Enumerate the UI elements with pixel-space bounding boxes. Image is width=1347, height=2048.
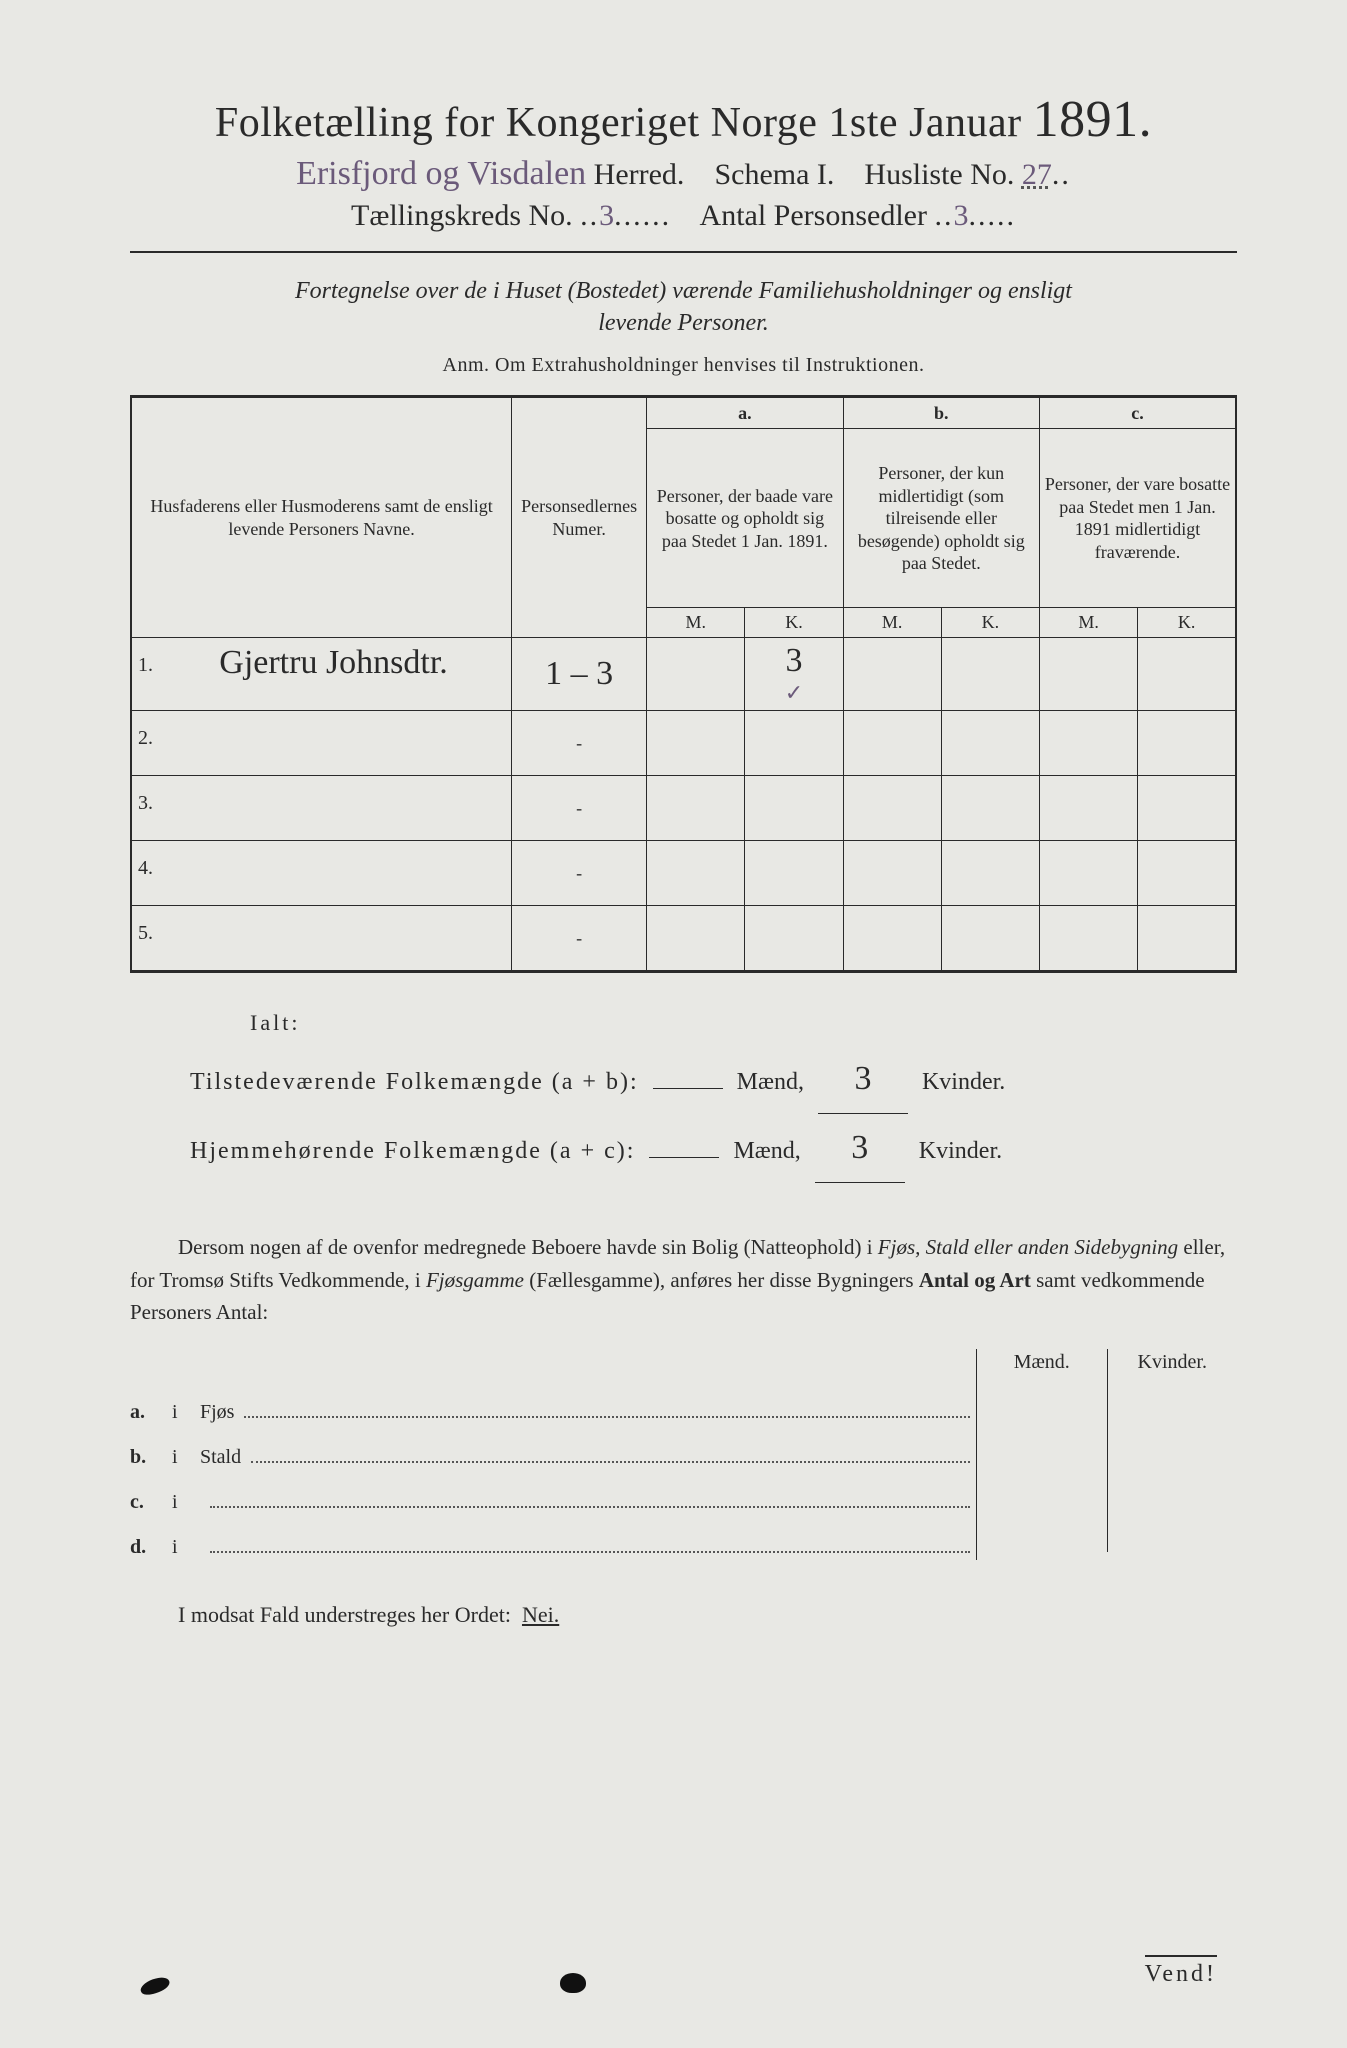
col-c-m: M. [1040,608,1138,638]
anm-note: Anm. Om Extrahusholdninger henvises til … [130,354,1237,377]
scan-spot-icon [139,1974,172,1997]
col-b-m: M. [843,608,941,638]
outbuildings-paragraph: Dersom nogen af de ovenfor medregnede Be… [130,1231,1237,1329]
personsedler-label: Antal Personsedler [700,199,927,232]
table-row: 2. - [131,711,1236,776]
page-title: Folketælling for Kongeriget Norge 1ste J… [130,90,1237,149]
table-row: 5. - [131,906,1236,972]
row1-sedler: 1 – 3 [512,638,647,711]
title-main: Folketælling for Kongeriget Norge 1ste J… [215,100,1022,146]
col-head-a-text: Personer, der baade vare bosatte og opho… [647,429,843,608]
line2-maend [649,1157,719,1158]
herred-label: Herred. [594,158,685,191]
col-head-names: Husfaderens eller Husmoderens samt de en… [131,396,512,638]
header-line-1: Erisfjord og Visdalen Herred. Schema I. … [130,155,1237,193]
vend-label: Vend! [1145,1955,1217,1988]
col-a-k: K. [745,608,843,638]
table-row: 4. - [131,841,1236,906]
kreds-no: 3 [599,199,614,232]
out-row-d: d. i [130,1515,976,1560]
row1-a-k: 3 ✓ [745,638,843,711]
col-c-k: K. [1138,608,1236,638]
col-head-sedler: Personsedlernes Numer. [512,396,647,638]
col-head-b: b. [843,396,1039,429]
row1-a-m [647,638,745,711]
col-head-a: a. [647,396,843,429]
row1-c-k [1138,638,1236,711]
line2-kvinder: 3 [815,1114,905,1183]
husliste-no: 27 [1022,158,1052,191]
totals-block: Ialt: Tilstedeværende Folkemængde (a + b… [190,1001,1237,1183]
herred-name-handwritten: Erisfjord og Visdalen [296,155,586,192]
husliste-label: Husliste No. [864,158,1014,191]
table-row: 3. - [131,776,1236,841]
schema-label: Schema I. [714,158,834,191]
checkmark-icon: ✓ [785,680,803,705]
outbuildings-table: a. i Fjøs b. i Stald c. i d. i [130,1349,1237,1560]
census-table: Husfaderens eller Husmoderens samt de en… [130,395,1237,974]
row1-b-m [843,638,941,711]
row1-c-m [1040,638,1138,711]
totals-line1: Tilstedeværende Folkemængde (a + b): Mæn… [190,1045,1237,1114]
out-row-b: b. i Stald [130,1425,976,1470]
col-b-k: K. [941,608,1039,638]
line1-kvinder: 3 [818,1045,908,1114]
form-subtitle: Fortegnelse over de i Huset (Bostedet) v… [130,275,1237,340]
table-row: 1. Gjertru Johnsdtr. 1 – 3 3 ✓ [131,638,1236,711]
col-a-m: M. [647,608,745,638]
line1-maend [653,1088,723,1089]
kreds-label: Tællingskreds No. [351,199,573,232]
modsat-line: I modsat Fald understreges her Ordet: Ne… [130,1602,1237,1628]
out-hdr-maend: Mænd. [977,1349,1108,1376]
row1-name: Gjertru Johnsdtr. [219,644,448,681]
title-year: 1891. [1033,91,1153,148]
scan-spot-icon [560,1973,586,1993]
personsedler-no: 3 [953,199,968,232]
divider [130,251,1237,253]
row1-name-cell: 1. Gjertru Johnsdtr. [131,638,512,711]
outbuildings-left: a. i Fjøs b. i Stald c. i d. i [130,1349,976,1560]
totals-line2: Hjemmehørende Folkemængde (a + c): Mænd,… [190,1114,1237,1183]
col-head-c: c. [1040,396,1236,429]
out-row-c: c. i [130,1470,976,1515]
col-head-b-text: Personer, der kun midlertidigt (som tilr… [843,429,1039,608]
outbuildings-right: Mænd. Kvinder. [976,1349,1237,1560]
nej-word: Nei. [522,1602,559,1627]
ialt-label: Ialt: [250,1001,1237,1045]
out-row-a: a. i Fjøs [130,1380,976,1425]
col-head-c-text: Personer, der vare bosatte paa Stedet me… [1040,429,1236,608]
census-form-page: Folketælling for Kongeriget Norge 1ste J… [0,0,1347,2048]
out-hdr-kvinder: Kvinder. [1108,1349,1238,1376]
header-line-2: Tællingskreds No. ..3...... Antal Person… [130,199,1237,233]
row1-b-k [941,638,1039,711]
